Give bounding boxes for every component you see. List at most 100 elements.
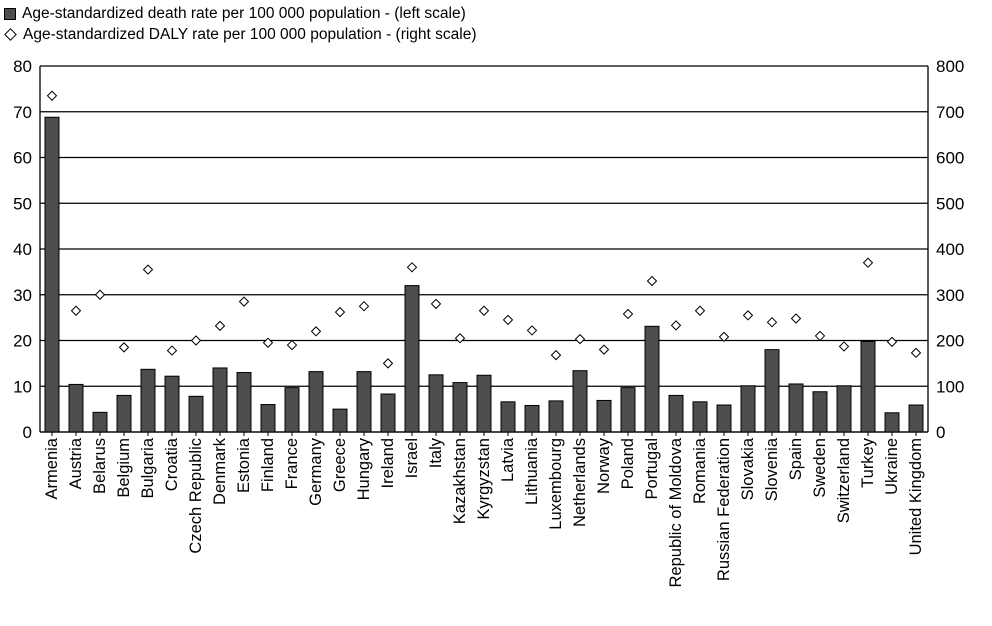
daly-point bbox=[718, 331, 730, 343]
x-tick-label: Russian Federation bbox=[715, 438, 733, 581]
daly-point bbox=[790, 313, 802, 324]
y-tick-label-right: 100 bbox=[936, 377, 964, 396]
x-tick-label: Netherlands bbox=[571, 438, 589, 527]
y-tick-label-left: 70 bbox=[13, 103, 32, 122]
daly-point bbox=[742, 310, 754, 321]
x-tick-label: Lithuania bbox=[523, 437, 541, 505]
x-tick-label: Poland bbox=[619, 438, 637, 489]
x-tick-label: Belgium bbox=[115, 438, 133, 498]
daly-point bbox=[862, 257, 874, 268]
x-tick-label: Republic of Moldova bbox=[667, 437, 685, 587]
daly-point bbox=[310, 326, 322, 337]
daly-point bbox=[406, 262, 418, 273]
legend-item-death-rate: Age-standardized death rate per 100 000 … bbox=[2, 3, 477, 24]
daly-point bbox=[142, 264, 154, 275]
daly-point bbox=[502, 314, 514, 326]
bar bbox=[260, 404, 276, 433]
x-tick-label: Romania bbox=[691, 437, 709, 504]
y-tick-label-right: 600 bbox=[936, 149, 964, 168]
bar bbox=[740, 385, 756, 433]
chart-legend: Age-standardized death rate per 100 000 … bbox=[2, 3, 477, 45]
x-tick-label: Portugal bbox=[643, 438, 661, 499]
bar bbox=[116, 394, 132, 433]
y-tick-label-right: 800 bbox=[936, 57, 964, 76]
daly-point bbox=[262, 337, 274, 348]
x-tick-label: Switzerland bbox=[835, 438, 853, 523]
x-tick-label: United Kingdom bbox=[907, 438, 925, 555]
x-tick-label: Norway bbox=[595, 437, 613, 494]
y-tick-label-right: 300 bbox=[936, 286, 964, 305]
bar bbox=[500, 401, 516, 433]
daly-point bbox=[550, 349, 562, 361]
daly-point bbox=[238, 296, 250, 307]
daly-point bbox=[118, 342, 130, 353]
bar bbox=[356, 371, 372, 433]
daly-point bbox=[598, 344, 610, 355]
x-tick-label: Croatia bbox=[163, 437, 181, 491]
daly-point bbox=[886, 336, 898, 348]
bar bbox=[380, 393, 396, 433]
x-tick-label: Finland bbox=[259, 438, 277, 492]
y-tick-label-right: 0 bbox=[936, 423, 945, 442]
bar bbox=[236, 372, 252, 433]
daly-point bbox=[214, 320, 226, 332]
x-tick-label: Kazakhstan bbox=[451, 438, 469, 524]
y-tick-label-left: 10 bbox=[13, 377, 32, 396]
bar bbox=[836, 385, 852, 433]
bar bbox=[92, 411, 108, 433]
daly-point bbox=[454, 333, 466, 344]
y-tick-label-right: 400 bbox=[936, 240, 964, 259]
daly-point bbox=[358, 300, 370, 312]
bar bbox=[884, 412, 900, 433]
y-tick-label-left: 60 bbox=[13, 149, 32, 168]
daly-point bbox=[478, 305, 490, 316]
x-tick-label: Israel bbox=[403, 438, 421, 478]
daly-point bbox=[286, 339, 298, 351]
y-tick-label-left: 40 bbox=[13, 240, 32, 259]
x-tick-label: Slovakia bbox=[739, 437, 757, 500]
x-tick-label: Belarus bbox=[91, 438, 109, 494]
bar bbox=[44, 116, 60, 433]
x-tick-label: Slovenia bbox=[763, 437, 781, 501]
bar bbox=[692, 401, 708, 433]
daly-point bbox=[382, 358, 394, 369]
x-tick-label: Armenia bbox=[43, 437, 61, 499]
bar bbox=[860, 340, 876, 433]
y-tick-label-left: 50 bbox=[13, 194, 32, 213]
bar bbox=[164, 375, 180, 433]
bar bbox=[812, 391, 828, 433]
x-tick-label: Ireland bbox=[379, 438, 397, 488]
bar bbox=[548, 400, 564, 433]
bar bbox=[572, 370, 588, 433]
daly-point bbox=[166, 345, 178, 356]
daly-point bbox=[694, 305, 706, 316]
y-tick-label-right: 200 bbox=[936, 332, 964, 351]
y-tick-label-right: 700 bbox=[936, 103, 964, 122]
daly-point bbox=[766, 316, 778, 328]
bar bbox=[764, 349, 780, 433]
x-tick-label: Hungary bbox=[355, 437, 373, 500]
daly-point bbox=[574, 333, 586, 345]
bar bbox=[188, 395, 204, 433]
y-tick-label-left: 20 bbox=[13, 332, 32, 351]
daly-point bbox=[70, 305, 82, 316]
legend-item-daly-rate: Age-standardized DALY rate per 100 000 p… bbox=[2, 24, 477, 45]
bar bbox=[404, 285, 420, 433]
bar bbox=[68, 383, 84, 433]
bar bbox=[620, 387, 636, 433]
bar bbox=[668, 394, 684, 433]
bar bbox=[524, 404, 540, 433]
daly-point bbox=[46, 90, 58, 101]
x-tick-label: Denmark bbox=[211, 437, 229, 505]
legend-label-death-rate: Age-standardized death rate per 100 000 … bbox=[22, 5, 466, 22]
y-tick-label-left: 80 bbox=[13, 57, 32, 76]
x-tick-label: Sweden bbox=[811, 438, 829, 498]
daly-point bbox=[646, 275, 658, 287]
bar bbox=[332, 408, 348, 433]
x-tick-label: Austria bbox=[67, 437, 85, 489]
daly-point bbox=[190, 335, 202, 346]
bar bbox=[644, 325, 660, 433]
y-tick-label-left: 0 bbox=[23, 423, 32, 442]
legend-bar-swatch bbox=[4, 7, 16, 20]
